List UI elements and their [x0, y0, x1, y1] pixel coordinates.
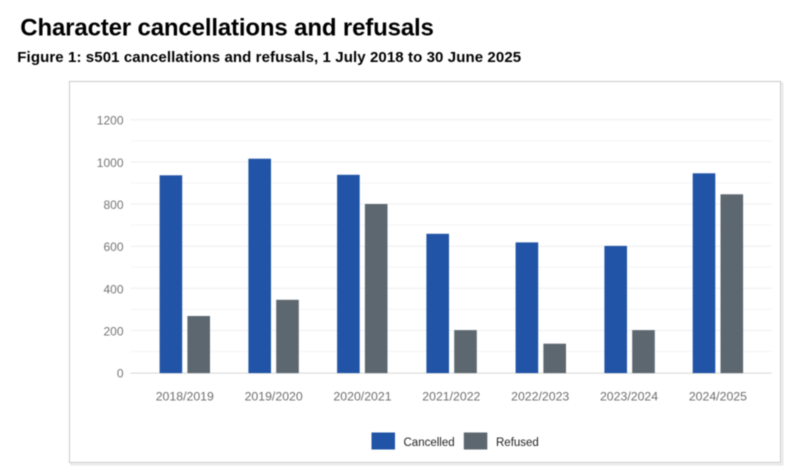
svg-text:800: 800	[103, 198, 123, 212]
svg-text:2023/2024: 2023/2024	[600, 389, 658, 403]
svg-text:2024/2025: 2024/2025	[689, 389, 747, 403]
svg-text:Cancelled: Cancelled	[404, 437, 455, 449]
svg-text:Character cancellations and re: Character cancellations and refusals	[20, 15, 433, 42]
svg-text:2018/2019: 2018/2019	[156, 389, 214, 403]
svg-text:2020/2021: 2020/2021	[333, 389, 391, 403]
svg-text:1000: 1000	[97, 156, 124, 170]
svg-text:Refused: Refused	[496, 437, 539, 449]
svg-text:200: 200	[103, 325, 123, 339]
svg-text:0: 0	[117, 367, 124, 381]
svg-text:Figure 1: s501 cancellations a: Figure 1: s501 cancellations and refusal…	[17, 49, 521, 66]
svg-text:1200: 1200	[97, 114, 124, 128]
svg-text:600: 600	[103, 240, 123, 254]
svg-text:2021/2022: 2021/2022	[422, 389, 480, 403]
svg-text:2019/2020: 2019/2020	[245, 389, 303, 403]
svg-text:400: 400	[103, 282, 123, 296]
svg-text:2022/2023: 2022/2023	[511, 389, 569, 403]
